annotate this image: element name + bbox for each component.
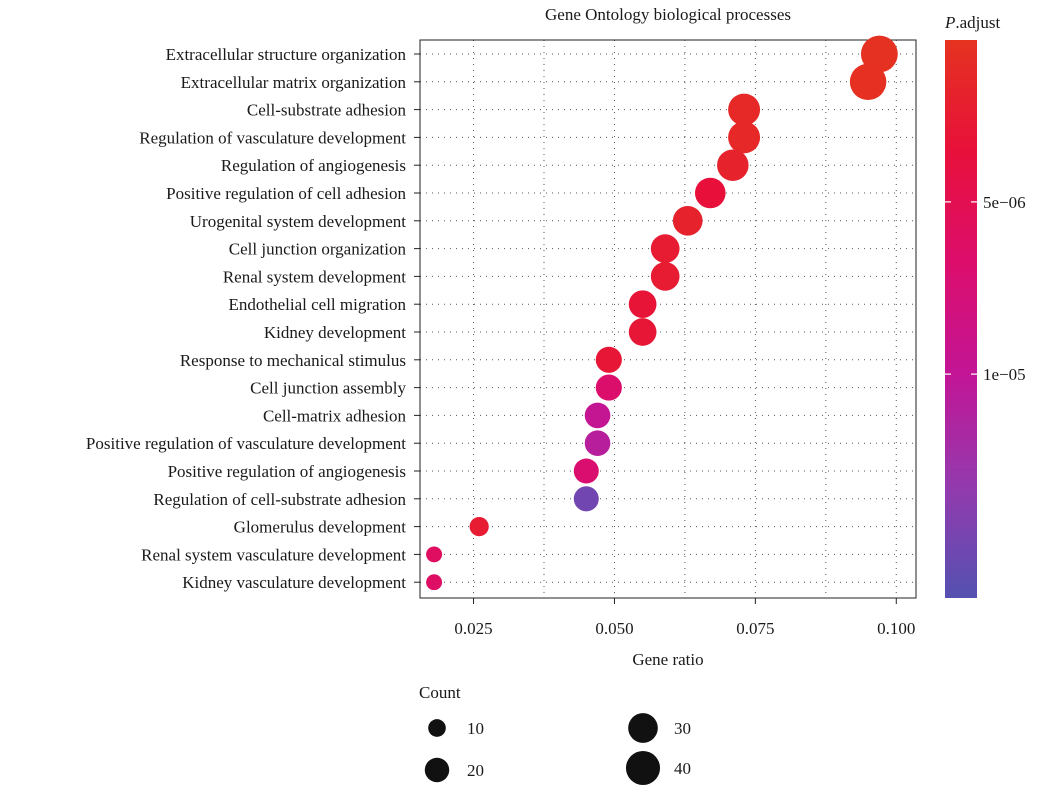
- y-tick-label: Endothelial cell migration: [228, 295, 406, 314]
- data-point: [469, 516, 489, 537]
- size-legend-dot: [628, 713, 658, 743]
- data-point: [694, 177, 726, 209]
- x-tick-label: 0.100: [877, 619, 915, 638]
- x-tick-label: 0.050: [595, 619, 633, 638]
- x-tick-label: 0.025: [454, 619, 492, 638]
- x-axis-ticks: 0.025 0.050 0.075 0.100: [454, 598, 915, 638]
- y-tick-label: Renal system vasculature development: [141, 545, 406, 564]
- plot-panel-border: [419, 39, 917, 599]
- color-legend-ticks: 5e−06 1e−05: [945, 193, 1026, 384]
- y-tick-label: Urogenital system development: [190, 212, 407, 231]
- size-legend-label: 10: [467, 719, 484, 738]
- data-point: [860, 35, 898, 73]
- y-tick-label: Regulation of vasculature development: [139, 128, 406, 147]
- size-legend-label: 40: [674, 759, 691, 778]
- y-tick-label: Cell-matrix adhesion: [263, 406, 407, 425]
- data-point: [650, 262, 680, 291]
- y-tick-label: Cell junction assembly: [250, 379, 406, 398]
- y-tick-label: Positive regulation of angiogenesis: [168, 462, 406, 481]
- y-tick-label: Positive regulation of vasculature devel…: [86, 434, 406, 453]
- size-legend-dot: [424, 757, 450, 783]
- data-point: [595, 346, 622, 373]
- data-point: [650, 234, 680, 263]
- size-legend-label: 30: [674, 719, 691, 738]
- y-tick-label: Regulation of angiogenesis: [221, 156, 406, 175]
- data-point: [573, 486, 599, 512]
- grid-lines: [420, 40, 916, 598]
- chart-title: Gene Ontology biological processes: [545, 5, 791, 24]
- y-tick-label: Extracellular matrix organization: [181, 73, 407, 92]
- data-point: [628, 318, 657, 346]
- size-legend-dot: [625, 750, 661, 786]
- y-tick-label: Cell junction organization: [229, 240, 407, 259]
- size-legend-title: Count: [419, 683, 461, 702]
- data-point: [595, 374, 622, 401]
- data-point: [426, 546, 443, 563]
- size-legend-label: 20: [467, 761, 484, 780]
- color-legend-tick-label: 5e−06: [983, 193, 1026, 212]
- size-legend-dot: [428, 719, 446, 737]
- y-tick-label: Positive regulation of cell adhesion: [166, 184, 406, 203]
- data-point: [573, 458, 599, 484]
- y-axis-labels: Extracellular structure organization Extr…: [86, 45, 420, 592]
- y-tick-label: Response to mechanical stimulus: [180, 351, 406, 370]
- x-axis-label: Gene ratio: [632, 650, 703, 669]
- data-point: [717, 149, 749, 181]
- data-point: [584, 430, 611, 456]
- y-tick-label: Kidney vasculature development: [182, 573, 406, 592]
- size-legend-items: 10 20 30 40: [424, 713, 691, 786]
- data-point: [672, 205, 703, 236]
- data-point: [728, 93, 761, 126]
- x-tick-label: 0.075: [736, 619, 774, 638]
- data-point: [584, 402, 611, 429]
- y-tick-label: Glomerulus development: [234, 518, 407, 537]
- data-points: [426, 35, 898, 591]
- color-legend-title: P.adjust: [944, 13, 1001, 32]
- y-tick-label: Extracellular structure organization: [166, 45, 407, 64]
- data-point: [426, 574, 443, 591]
- data-point: [628, 290, 657, 319]
- y-tick-label: Regulation of cell-substrate adhesion: [153, 490, 406, 509]
- data-point: [728, 121, 761, 154]
- data-point: [849, 63, 887, 101]
- y-tick-label: Kidney development: [264, 323, 406, 342]
- color-legend-bar: [945, 40, 977, 598]
- y-tick-label: Renal system development: [223, 267, 406, 286]
- y-tick-label: Cell-substrate adhesion: [247, 101, 407, 120]
- color-legend-tick-label: 1e−05: [983, 365, 1026, 384]
